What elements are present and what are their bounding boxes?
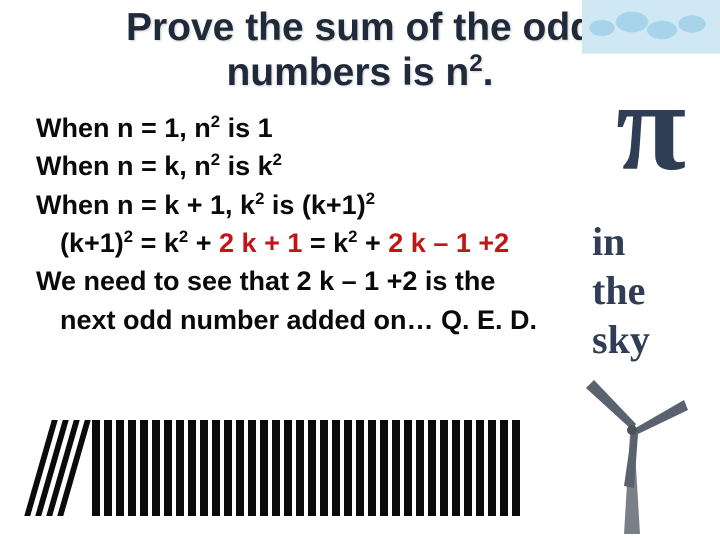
proof-line-1: When n = 1, n2 is 1: [36, 110, 542, 146]
slide-body: When n = 1, n2 is 1 When n = k, n2 is k2…: [0, 96, 560, 339]
proof-line-5: We need to see that 2 k – 1 +2 is the: [36, 263, 542, 299]
text: = k: [133, 228, 179, 258]
exponent: 2: [366, 189, 375, 208]
text: +: [188, 228, 219, 258]
title-line-1: Prove the sum of the odd: [126, 6, 594, 49]
text: is k: [220, 151, 273, 181]
text: When n = k + 1, k: [36, 190, 255, 220]
exponent: 2: [179, 227, 188, 246]
barcode-body: [92, 420, 524, 516]
text: When n = 1, n: [36, 113, 211, 143]
text: 2: [219, 228, 234, 258]
barcode-graphic: [38, 420, 478, 516]
exponent: 2: [273, 150, 282, 169]
title-line-2-prefix: numbers is n: [226, 51, 469, 94]
windmill-icon: [578, 374, 688, 534]
text: = k: [302, 228, 348, 258]
proof-line-6: next odd number added on… Q. E. D.: [36, 302, 542, 338]
exponent: 2: [255, 189, 264, 208]
sidebar-word-sky: sky: [592, 316, 710, 365]
highlight-text: k + 1: [242, 228, 303, 258]
highlight-text: 2: [388, 228, 403, 258]
exponent: 2: [211, 112, 220, 131]
slide: Prove the sum of the odd numbers is n2. …: [0, 0, 720, 540]
sidebar-word-the: the: [592, 267, 710, 316]
text: +: [357, 228, 388, 258]
text: 2: [388, 228, 403, 258]
exponent: 2: [211, 150, 220, 169]
exponent: 2: [124, 227, 133, 246]
in-the-sky-text: in the sky: [592, 218, 710, 364]
proof-line-3: When n = k + 1, k2 is (k+1)2: [36, 187, 542, 223]
barcode-lead: [24, 420, 96, 516]
highlight-text: 2: [219, 228, 234, 258]
sidebar: π in the sky: [582, 0, 720, 540]
sidebar-word-in: in: [592, 218, 710, 267]
title-exponent: 2: [469, 50, 482, 77]
text: (k+1): [60, 228, 124, 258]
cloud-graphic: [582, 0, 720, 54]
proof-line-4: (k+1)2 = k2 + 2 k + 1 = k2 + 2 k – 1 +2: [36, 225, 542, 261]
text: When n = k, n: [36, 151, 211, 181]
proof-line-2: When n = k, n2 is k2: [36, 148, 542, 184]
title-line-2-suffix: .: [483, 51, 494, 94]
pi-symbol: π: [588, 72, 714, 181]
text: is (k+1): [264, 190, 365, 220]
text: is 1: [220, 113, 273, 143]
highlight-text: k – 1 +2: [411, 228, 509, 258]
